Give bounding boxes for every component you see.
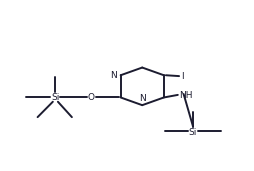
Text: N: N [139,94,146,103]
Text: I: I [182,72,184,81]
Text: Si: Si [189,128,197,137]
Text: N: N [110,71,117,80]
Text: Si: Si [51,93,59,102]
Text: NH: NH [179,91,193,100]
Text: O: O [88,93,95,102]
